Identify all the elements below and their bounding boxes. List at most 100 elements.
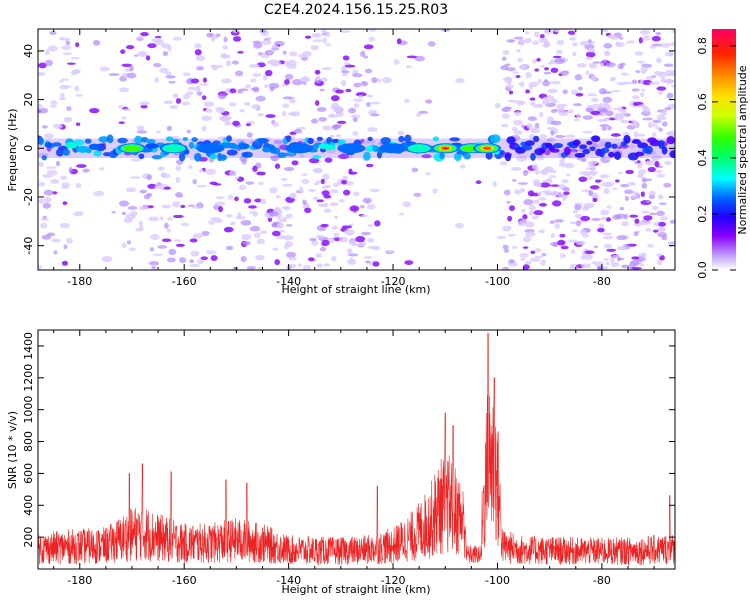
- noise-blob: [597, 265, 603, 270]
- noise-blob: [118, 121, 125, 125]
- noise-blob: [524, 260, 532, 265]
- noise-blob: [405, 65, 412, 69]
- noise-blob: [514, 111, 522, 117]
- noise-blob: [427, 41, 436, 47]
- noise-blob: [642, 117, 653, 121]
- noise-blob: [552, 29, 561, 33]
- noise-blob: [326, 31, 331, 38]
- noise-blob: [580, 215, 591, 221]
- noise-blob: [161, 204, 172, 209]
- noise-blob: [584, 254, 594, 260]
- noise-blob: [365, 101, 371, 108]
- noise-blob: [316, 199, 325, 203]
- noise-blob: [643, 215, 653, 221]
- noise-blob: [576, 63, 587, 68]
- snr-series-line: [38, 332, 675, 566]
- noise-blob: [172, 93, 179, 99]
- noise-blob: [62, 52, 73, 56]
- noise-blob: [147, 183, 157, 189]
- noise-blob: [652, 119, 662, 124]
- noise-blob: [631, 79, 638, 85]
- noise-blob: [338, 236, 348, 243]
- band-blob: [498, 150, 505, 155]
- noise-blob: [319, 246, 327, 252]
- noise-blob: [652, 205, 659, 211]
- noise-blob: [265, 114, 276, 118]
- noise-blob: [572, 229, 579, 233]
- noise-blob: [366, 94, 374, 98]
- noise-blob: [367, 237, 375, 243]
- noise-blob: [515, 74, 521, 79]
- noise-blob: [598, 223, 605, 229]
- noise-blob: [320, 223, 329, 228]
- band-blob: [84, 138, 92, 144]
- noise-blob: [329, 134, 335, 138]
- noise-blob: [630, 119, 637, 123]
- noise-blob: [532, 40, 539, 45]
- noise-blob: [151, 265, 156, 270]
- noise-blob: [129, 176, 141, 179]
- band-blob: [106, 134, 114, 144]
- noise-blob: [665, 78, 674, 85]
- noise-blob: [289, 51, 298, 57]
- noise-blob: [333, 124, 343, 128]
- noise-blob: [656, 173, 666, 178]
- noise-blob: [188, 165, 193, 170]
- noise-blob: [341, 179, 347, 185]
- noise-blob: [552, 55, 562, 59]
- colorbar-tick-label: 0.2: [696, 205, 709, 223]
- band-blob: [661, 146, 668, 155]
- noise-blob: [381, 77, 393, 84]
- noise-blob: [656, 259, 663, 266]
- band-blob: [463, 152, 471, 160]
- noise-blob: [206, 32, 213, 38]
- noise-blob: [501, 225, 512, 232]
- noise-blob: [243, 102, 251, 107]
- noise-blob: [524, 221, 535, 228]
- noise-blob: [611, 254, 621, 258]
- noise-blob: [666, 131, 674, 136]
- noise-blob: [222, 45, 229, 50]
- noise-blob: [543, 71, 552, 75]
- noise-blob: [668, 241, 673, 248]
- noise-blob: [231, 60, 239, 65]
- noise-blob: [353, 82, 362, 88]
- noise-blob: [645, 76, 654, 80]
- noise-blob: [53, 250, 58, 255]
- noise-blob: [655, 32, 662, 36]
- noise-blob: [269, 86, 275, 92]
- noise-blob: [201, 230, 210, 236]
- noise-blob: [189, 157, 194, 161]
- noise-blob: [318, 117, 328, 122]
- noise-blob: [240, 256, 247, 263]
- noise-blob: [353, 103, 360, 108]
- figure-title: C2E4.2024.156.15.25.R03: [264, 2, 448, 18]
- noise-blob: [277, 218, 288, 223]
- noise-blob: [612, 187, 618, 191]
- noise-blob: [148, 205, 154, 209]
- snr-x-tick-label: -140: [276, 574, 301, 587]
- noise-blob: [570, 249, 576, 254]
- noise-blob: [58, 37, 65, 41]
- noise-blob: [529, 204, 536, 211]
- noise-blob: [655, 57, 662, 64]
- noise-blob: [63, 244, 68, 250]
- noise-blob: [512, 119, 524, 126]
- noise-blob: [521, 208, 526, 213]
- band-feature: [227, 142, 238, 149]
- noise-blob: [149, 247, 155, 252]
- noise-blob: [223, 36, 228, 43]
- noise-blob: [618, 63, 624, 70]
- noise-blob: [168, 80, 176, 84]
- noise-blob: [66, 237, 73, 244]
- noise-blob: [50, 179, 60, 184]
- noise-blob: [187, 86, 197, 91]
- noise-blob: [582, 115, 594, 120]
- noise-blob: [179, 257, 187, 264]
- noise-blob: [574, 213, 583, 219]
- noise-blob: [43, 196, 52, 203]
- noise-blob: [322, 125, 332, 131]
- noise-blob: [40, 218, 50, 221]
- band-blob: [550, 148, 560, 153]
- noise-blob: [75, 94, 84, 97]
